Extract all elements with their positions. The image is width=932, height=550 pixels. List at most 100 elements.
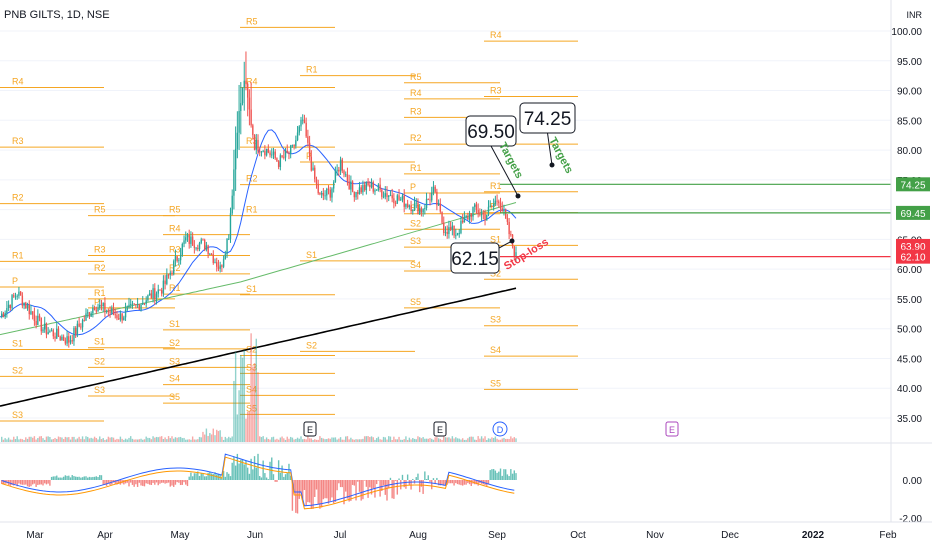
candle-body: [56, 328, 58, 339]
candle-body: [59, 336, 61, 341]
macd-histogram-bar: [246, 467, 249, 480]
macd-histogram-bar: [35, 480, 37, 487]
candle-body: [492, 204, 495, 207]
volume-bar: [162, 439, 165, 442]
axis-tick-label: 50.00: [897, 325, 922, 336]
candle-body: [326, 188, 328, 196]
price-tag-bg: [896, 177, 930, 192]
candle-body: [338, 169, 340, 172]
volume-bar: [111, 437, 113, 442]
candle-body: [259, 151, 261, 153]
volume-bar: [272, 436, 275, 442]
macd-histogram-bar: [173, 480, 175, 487]
pivot-label: R4: [246, 77, 258, 87]
pivot-label: S3: [490, 315, 501, 325]
candle-body: [320, 193, 323, 195]
macd-histogram-bar: [487, 480, 490, 484]
macd-histogram-bar: [78, 476, 80, 480]
signal-line: [1, 456, 515, 510]
macd-histogram-bar: [229, 476, 232, 480]
volume-bar: [81, 436, 84, 442]
volume-bar: [458, 438, 460, 442]
volume-bar: [44, 439, 46, 442]
volume-bar: [408, 437, 411, 442]
macd-histogram-bar: [394, 480, 397, 481]
macd-histogram-bar: [183, 480, 185, 483]
candle-body: [186, 235, 189, 238]
candle-body: [346, 174, 349, 182]
candle-body: [162, 280, 165, 294]
candle-body: [138, 304, 141, 310]
volume-bar: [148, 437, 151, 442]
candle-body: [400, 199, 402, 201]
macd-histogram-bar: [281, 465, 283, 480]
volume-bar: [197, 439, 199, 442]
macd-histogram-bar: [56, 475, 58, 480]
macd-histogram-bar: [114, 480, 116, 485]
macd-histogram-bar: [203, 476, 206, 480]
candle-body: [315, 179, 318, 184]
candle-body: [49, 331, 51, 333]
volume-bar: [322, 438, 325, 442]
volume-bar: [253, 363, 256, 442]
candle-body: [265, 148, 268, 156]
volume-bar: [332, 437, 335, 442]
candle-body: [164, 280, 166, 284]
volume-bar: [267, 438, 270, 442]
volume-bar: [30, 436, 32, 442]
price-tag-bg: [896, 238, 930, 253]
volume-bar: [50, 439, 53, 442]
volume-bar: [443, 436, 445, 442]
volume-bar: [449, 438, 452, 442]
candle-body: [479, 214, 481, 216]
volume-bar: [6, 439, 8, 442]
macd-histogram-bar: [271, 457, 273, 480]
volume-bar: [143, 439, 146, 442]
macd-histogram-bar: [496, 472, 498, 480]
volume-bar: [298, 438, 300, 442]
macd-histogram-bar: [117, 480, 120, 484]
macd-histogram-bar: [107, 480, 110, 484]
macd-histogram-bar: [209, 471, 211, 480]
pivot-label: S2: [410, 218, 421, 228]
macd-histogram-bar: [308, 480, 311, 503]
candle-body: [293, 145, 295, 147]
pivot-label: S5: [410, 297, 421, 307]
candle-body: [7, 304, 10, 309]
volume-bar: [331, 437, 333, 442]
candle-body: [246, 83, 249, 98]
volume-bar: [97, 439, 99, 442]
macd-histogram-bar: [432, 478, 435, 480]
volume-bar: [277, 439, 280, 442]
candle-body: [460, 220, 462, 234]
volume-bar: [224, 436, 227, 442]
volume-bar: [135, 439, 137, 442]
event-letter: D: [497, 425, 504, 435]
callout-text: 69.50: [467, 122, 515, 143]
macd-histogram-bar: [49, 480, 51, 486]
volume-bar: [23, 439, 25, 442]
macd-histogram-bar: [69, 477, 72, 480]
ma-200-line: [0, 287, 517, 407]
candle-body: [68, 336, 70, 343]
volume-bar: [400, 439, 402, 442]
candle-body: [391, 195, 393, 199]
volume-bar: [99, 436, 101, 442]
macd-histogram-bar: [314, 480, 316, 497]
volume-bar: [410, 439, 412, 442]
macd-histogram-bar: [400, 480, 402, 490]
pivot-label: S5: [169, 392, 180, 402]
volume-bar: [386, 439, 388, 442]
candle-body: [119, 313, 122, 320]
candle-body: [398, 195, 400, 200]
candle-body: [513, 246, 515, 257]
axis-tick-label: 90.00: [897, 87, 922, 98]
candle-body: [303, 119, 306, 123]
macd-histogram-bar: [448, 480, 450, 484]
price-tag: 74.25: [896, 177, 930, 192]
volume-bar: [109, 437, 111, 442]
macd-histogram-bar: [279, 472, 282, 480]
macd-histogram-bar: [286, 472, 288, 480]
volume-bar: [360, 439, 362, 442]
